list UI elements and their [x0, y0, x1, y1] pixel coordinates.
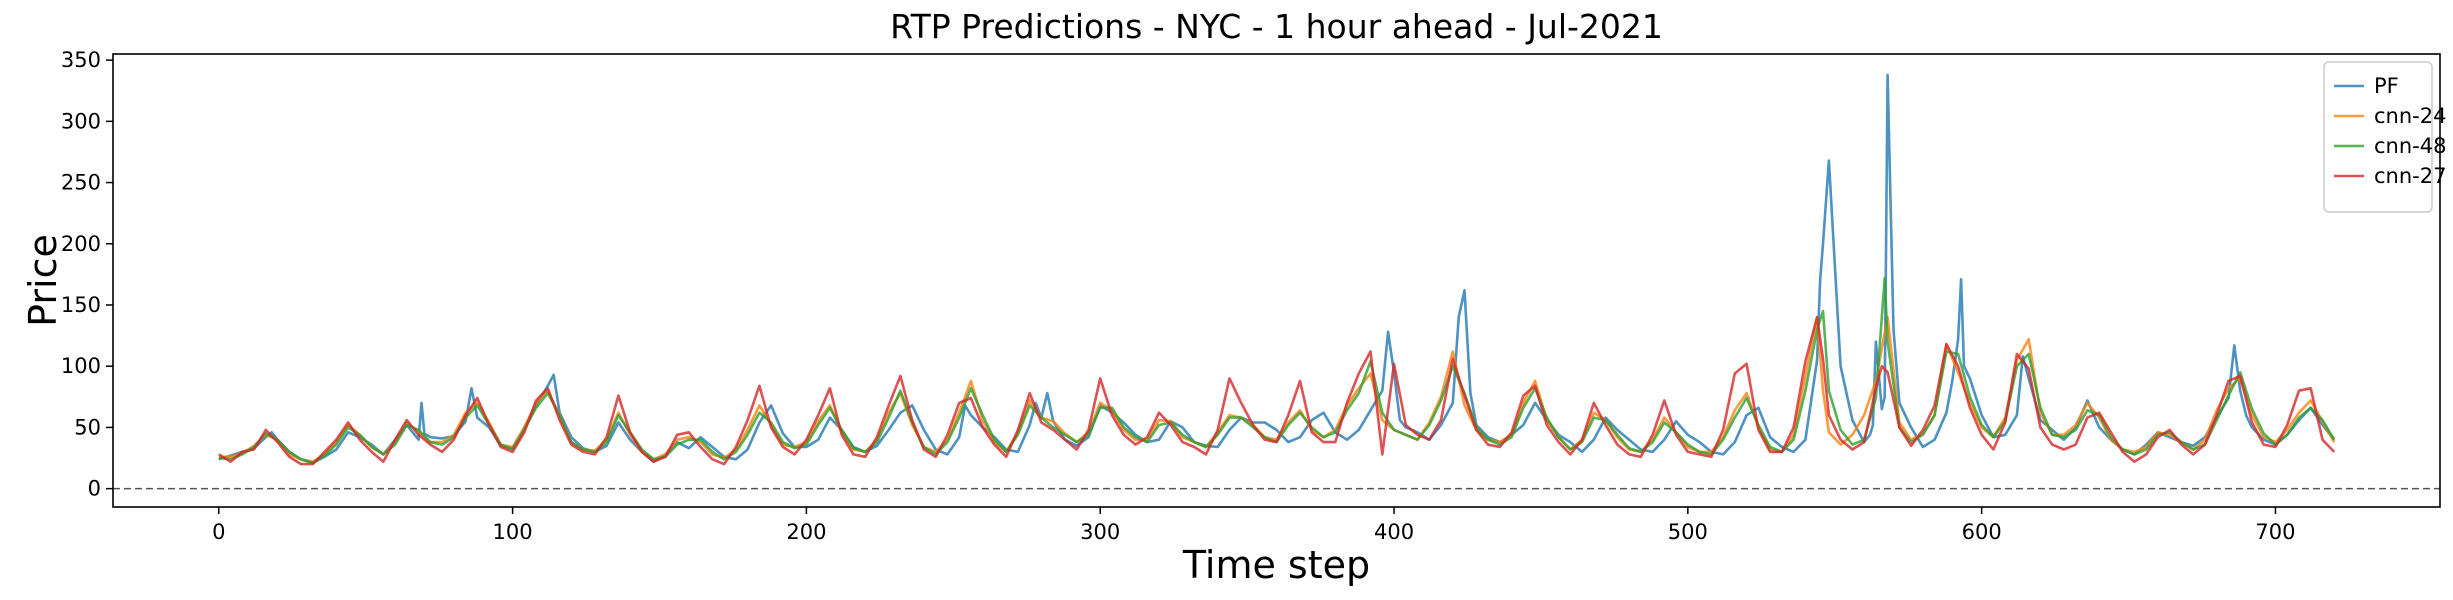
x-tick-label: 400: [1374, 520, 1414, 544]
legend-label: cnn-27: [2374, 164, 2446, 188]
y-tick-label: 50: [74, 415, 101, 439]
y-axis-label: Price: [21, 234, 65, 327]
x-tick-label: 0: [212, 520, 225, 544]
y-tick-label: 250: [61, 171, 101, 195]
y-tick-label: 350: [61, 48, 101, 72]
plot-border: [112, 53, 2441, 508]
legend-label: cnn-24: [2374, 104, 2446, 128]
x-tick-label: 200: [786, 520, 826, 544]
x-tick-label: 100: [493, 520, 533, 544]
legend-label: cnn-48: [2374, 134, 2446, 158]
x-axis: 0 100 200 300 400 500 600 700: [212, 507, 2296, 544]
x-tick-label: 600: [1962, 520, 2002, 544]
y-tick-label: 150: [61, 293, 101, 317]
x-axis-label: Time step: [1182, 543, 1370, 587]
legend: PF cnn-24 cnn-48 cnn-27: [2323, 61, 2446, 213]
y-tick-label: 0: [88, 477, 101, 501]
y-tick-label: 300: [61, 109, 101, 133]
series-line-cnn-48: [218, 276, 2336, 465]
y-tick-label: 100: [61, 354, 101, 378]
series-layer: [218, 73, 2336, 466]
chart-title: RTP Predictions - NYC - 1 hour ahead - J…: [890, 7, 1663, 46]
x-tick-label: 500: [1668, 520, 1708, 544]
y-axis: 0 50 100 150 200 250 300 350: [61, 48, 113, 501]
legend-box: [2323, 61, 2433, 213]
series-line-cnn-27: [218, 315, 2336, 466]
x-tick-label: 700: [2255, 520, 2295, 544]
legend-label: PF: [2374, 74, 2399, 98]
x-tick-label: 300: [1080, 520, 1120, 544]
y-tick-label: 200: [61, 232, 101, 256]
